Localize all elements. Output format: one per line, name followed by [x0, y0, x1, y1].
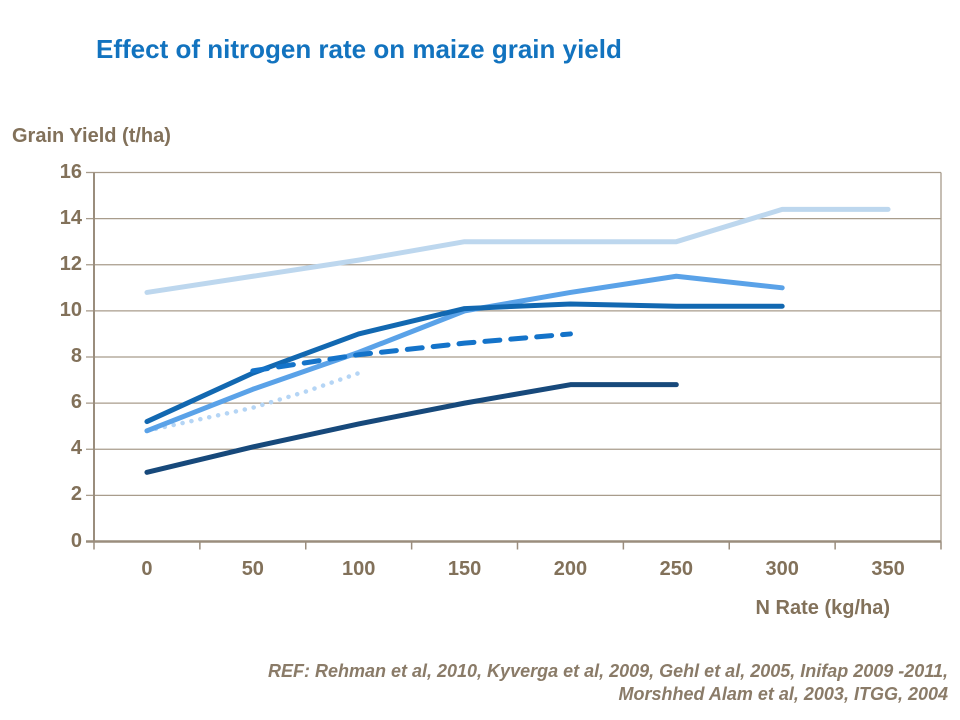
x-tick-label-350: 350	[871, 558, 905, 580]
reference-line-2: Morshhed Alam et al, 2003, ITGG, 2004	[618, 684, 948, 704]
reference-citation: REF: Rehman et al, 2010, Kyverga et al, …	[88, 660, 948, 706]
y-tick-label-4: 4	[70, 437, 82, 460]
y-tick-label-12: 12	[59, 252, 82, 275]
x-tick-label-200: 200	[553, 558, 588, 580]
y-axis-title: Grain Yield (t/ha)	[12, 125, 171, 147]
reference-line-1: REF: Rehman et al, 2010, Kyverga et al, …	[267, 661, 948, 681]
y-tick-label-0: 0	[70, 529, 82, 552]
chart-title: Effect of nitrogen rate on maize grain y…	[96, 34, 622, 64]
x-tick-label-0: 0	[141, 558, 153, 580]
chart-line-light-blue-solid	[144, 273, 785, 434]
x-tick-label-300: 300	[765, 558, 799, 580]
x-tick-label-50: 50	[241, 558, 264, 580]
y-tick-label-10: 10	[59, 298, 82, 321]
chart-line-pale-blue-solid	[144, 206, 891, 295]
y-tick-label-2: 2	[70, 483, 82, 506]
x-tick-label-250: 250	[659, 558, 693, 580]
chart-line-navy-solid	[144, 382, 679, 475]
y-tick-label-16: 16	[59, 160, 82, 183]
chart-line-blue-dashed	[250, 331, 573, 374]
x-tick-label-150: 150	[447, 558, 482, 580]
x-tick-label-100: 100	[342, 558, 376, 580]
y-tick-label-8: 8	[70, 345, 82, 367]
chart-line-pale-blue-dotted	[144, 370, 361, 434]
y-tick-label-6: 6	[70, 391, 82, 414]
x-axis-title: N Rate (kg/ha)	[755, 597, 890, 619]
y-tick-label-14: 14	[59, 206, 82, 229]
